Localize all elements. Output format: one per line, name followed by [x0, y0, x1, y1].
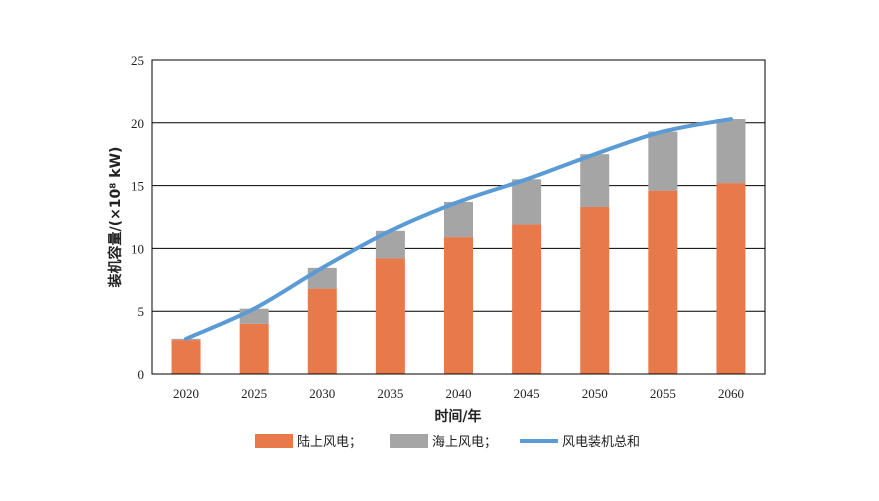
y-tick-label: 5: [138, 304, 145, 319]
bar-segment: [580, 154, 610, 207]
y-axis-label: 装机容量/(×10⁸ kW): [107, 147, 124, 289]
y-tick-label: 25: [131, 53, 144, 68]
x-tick-label: 2060: [718, 386, 744, 401]
series-line: [184, 117, 733, 341]
x-tick-label: 2055: [650, 386, 676, 401]
x-tick-label: 2045: [514, 386, 540, 401]
bar-segment: [239, 323, 269, 374]
legend: 陆上风电； 海上风电； 风电装机总和: [255, 434, 640, 450]
legend-label: 风电装机总和: [562, 435, 640, 450]
x-tick-label: 2050: [582, 386, 608, 401]
bar-segment: [444, 201, 473, 238]
bar-segment: [444, 237, 473, 374]
bar-segment: [171, 340, 201, 374]
y-tick-label: 20: [131, 116, 144, 131]
bar-segment: [716, 183, 746, 374]
bar-segment: [648, 131, 678, 191]
bar-segment: [307, 288, 337, 374]
bar-segment: [716, 119, 746, 184]
x-axis-label: 时间/年: [434, 408, 481, 425]
y-tick-label: 15: [131, 179, 144, 194]
bar-segment: [375, 258, 405, 374]
bar-segment: [648, 190, 678, 374]
legend-swatch: [255, 434, 293, 448]
bar-segment: [512, 179, 542, 225]
x-tick-label: 2035: [377, 386, 403, 401]
x-tick-label: 2020: [173, 386, 199, 401]
x-tick-label: 2040: [446, 386, 472, 401]
bar-segment: [307, 267, 337, 289]
bar-segment: [580, 206, 610, 374]
plot-border: [151, 59, 766, 375]
bar-segment: [239, 308, 269, 324]
y-tick-label: 10: [131, 241, 144, 256]
legend-label: 海上风电；: [432, 435, 497, 450]
y-tick-label: 0: [138, 367, 145, 382]
x-tick-label: 2030: [309, 386, 335, 401]
legend-swatch: [390, 434, 428, 448]
x-tick-label: 2025: [241, 386, 267, 401]
bar-segment: [512, 224, 542, 374]
legend-label: 陆上风电；: [297, 434, 362, 450]
